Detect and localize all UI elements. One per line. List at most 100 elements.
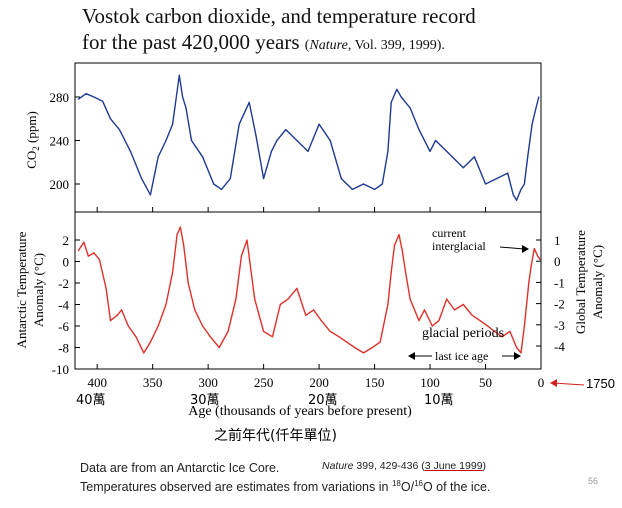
temperature-data-point	[263, 330, 265, 332]
temperature-data-point	[93, 252, 95, 254]
cjk-axis-label: 之前年代(仟年單位)	[214, 428, 337, 444]
co2-data-point	[270, 150, 272, 152]
footer-ref-volume: 399, 429-436 (	[353, 460, 425, 472]
temperature-data-point	[287, 298, 289, 300]
temperature-data-point	[235, 298, 237, 300]
temperature-data-point	[338, 336, 340, 338]
global-axis-label-line2: Anomaly (°C)	[590, 245, 605, 319]
co2-data-point	[220, 188, 223, 191]
temperature-data-point	[172, 271, 174, 273]
temperature-data-point	[446, 298, 448, 300]
temperature-data-point	[390, 271, 392, 273]
co2-data-point	[85, 93, 87, 95]
xtick-label: 0	[538, 375, 545, 390]
temperature-data-point	[165, 303, 167, 306]
co2-data-point	[307, 150, 309, 152]
temperature-data-point	[533, 248, 535, 250]
co2-data-point	[248, 101, 250, 104]
temperature-data-point	[320, 320, 322, 322]
co2-axis-label: CO2 (ppm)	[24, 111, 41, 169]
xtick-label: 250	[254, 375, 274, 390]
co2-data-point	[527, 156, 529, 158]
temperature-data-point	[525, 303, 528, 306]
temperature-data-point	[371, 346, 373, 349]
temperature-data-point	[523, 325, 525, 327]
temperature-data-point	[537, 255, 539, 257]
temperature-data-point	[393, 244, 396, 246]
temperature-data-point	[515, 346, 518, 349]
co2-data-point	[523, 183, 525, 185]
title-ref-prefix: (	[304, 38, 310, 53]
co2-ytick-label: 200	[50, 177, 70, 192]
chart-title: Vostok carbon dioxide, and temperature r…	[82, 3, 476, 59]
temperature-data-point	[135, 336, 137, 338]
current-interglacial-label-1: current	[432, 226, 467, 240]
xtick-label: 50	[479, 375, 492, 390]
co2-data-point	[185, 107, 187, 109]
co2-ytick-label: 280	[50, 90, 70, 105]
xtick-label: 400	[87, 375, 107, 390]
temperature-data-point	[296, 287, 298, 289]
co2-data-point	[190, 139, 193, 142]
temp-ytick-label: 0	[63, 255, 70, 270]
global-ytick-label: -4	[554, 339, 565, 354]
title-line2-text: for the past 420,000 years	[82, 30, 300, 54]
temperature-data-point	[438, 320, 440, 322]
co2-data-point	[172, 123, 174, 125]
temperature-data-point	[329, 330, 331, 332]
co2-ytick-label: 240	[50, 134, 70, 149]
temp-axis-label-line1: Antarctic Temperature	[14, 231, 29, 348]
temperature-data-point	[179, 226, 182, 228]
temperature-data-point	[387, 303, 389, 306]
temperature-data-point	[423, 309, 426, 311]
temperature-data-point	[312, 309, 315, 311]
co2-data-point	[238, 123, 240, 125]
temp-ytick-label: -8	[58, 341, 69, 356]
temperature-data-point	[379, 341, 381, 343]
footer-line2-e: O of the ice.	[422, 480, 491, 495]
footer-ref-journal: Nature	[322, 460, 354, 472]
footer-line2-sup16: 16	[414, 479, 423, 488]
temperature-data-point	[183, 244, 185, 246]
co2-data-point	[373, 188, 376, 191]
x-axis-label: Age (thousands of years before present)	[188, 404, 412, 419]
temperature-data-point	[127, 325, 129, 327]
co2-data-point	[440, 145, 442, 147]
co2-data-point	[362, 183, 365, 185]
temperature-data-point	[187, 282, 189, 284]
temperature-data-point	[98, 258, 101, 260]
footer-ref-close: )	[482, 460, 487, 472]
temperature-data-point	[209, 336, 211, 338]
co2-data-point	[451, 156, 453, 158]
global-ytick-label: -3	[554, 318, 565, 333]
year-1750-arrowhead	[550, 379, 557, 387]
global-ytick-label: -1	[554, 275, 565, 290]
co2-data-point	[396, 88, 398, 90]
co2-data-point	[157, 156, 159, 158]
co2-data-point	[484, 183, 487, 185]
temperature-data-point	[194, 309, 196, 311]
temperature-data-point	[453, 309, 456, 311]
temperature-data-point	[240, 255, 243, 257]
footer-ref-date: 3 June 1999	[424, 460, 483, 472]
footer-line2-sup18: 18	[391, 479, 401, 488]
temperature-data-point	[116, 314, 118, 316]
temperature-data-point	[218, 346, 220, 349]
temperature-data-point	[77, 250, 79, 252]
co2-data-point	[496, 177, 498, 180]
co2-data-point	[351, 188, 353, 191]
interglacial-arrow-head	[522, 245, 529, 253]
global-ytick-label: 1	[554, 233, 561, 248]
co2-data-point	[340, 177, 342, 180]
temperature-data-point	[479, 320, 481, 322]
temperature-data-point	[509, 330, 511, 332]
temp-axis-label-line2: Anomaly (°C)	[31, 253, 46, 327]
co2-data-point	[178, 74, 180, 76]
last-ice-age-arrowhead-left	[408, 352, 415, 360]
xtick-label: 150	[365, 375, 385, 390]
xtick-label: 200	[309, 375, 329, 390]
co2-data-point	[255, 134, 257, 136]
temperature-data-point	[409, 298, 411, 300]
co2-data-point	[515, 199, 518, 201]
temperature-data-point	[528, 282, 530, 284]
